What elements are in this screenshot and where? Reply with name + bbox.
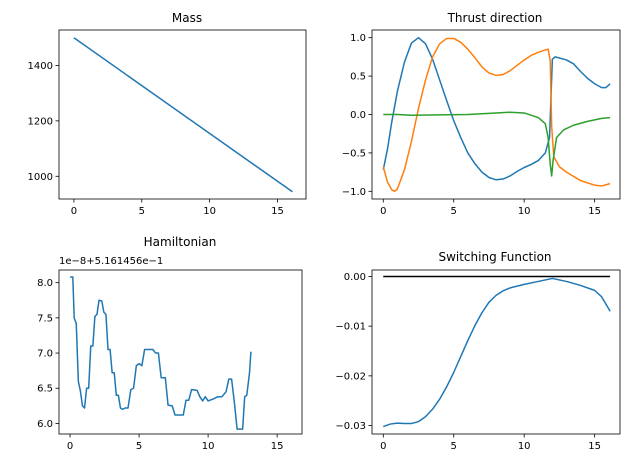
panel-hamiltonian: Hamiltonian 1e−8+5.161456e−1 0 5 10 15 6.0 6.…: [37, 235, 303, 452]
panel-title: Hamiltonian: [144, 235, 217, 249]
y-tick-label: 0.0: [350, 110, 366, 121]
panel-title: Thrust direction: [447, 11, 543, 25]
y-tick-label: −0.5: [342, 148, 366, 159]
y-tick-label: −0.02: [335, 371, 366, 382]
x-tick-label: 10: [518, 206, 531, 217]
series-line-2: [382, 37, 611, 193]
x-tick-label: 0: [380, 441, 386, 452]
x-tick-label: 10: [202, 441, 215, 452]
y-tick-label: 0.00: [344, 272, 366, 283]
x-tick-label: 10: [203, 206, 216, 217]
x-tick-label: 5: [451, 206, 457, 217]
panel-title: Mass: [172, 11, 202, 25]
series-line-3: [383, 111, 611, 177]
x-tick-label: 5: [136, 441, 142, 452]
y-tick-label: 6.5: [37, 384, 53, 395]
x-tick-label: 15: [588, 441, 601, 452]
x-tick-label: 10: [518, 441, 531, 452]
x-tick-label: 15: [271, 441, 284, 452]
series-line-1: [382, 36, 611, 181]
axes-frame: [58, 269, 303, 435]
panel-title: Switching Function: [438, 250, 551, 264]
x-tick-label: 15: [588, 206, 601, 217]
x-tick-label: 0: [71, 206, 77, 217]
y-tick-label: 1000: [28, 172, 53, 183]
y-tick-label: 6.0: [37, 419, 53, 430]
axis-offset-label: 1e−8+5.161456e−1: [59, 256, 163, 267]
y-tick-label: 7.5: [37, 313, 53, 324]
x-tick-label: 0: [380, 206, 386, 217]
series-line-1: [383, 277, 611, 428]
series-line-1: [70, 276, 252, 430]
panel-mass: Mass 0 5 10 15 1000 1200 1400: [28, 11, 307, 217]
panel-switching-function: Switching Function 0 5 10 15 0.00 −0.01 −0.02 −…: [335, 250, 621, 452]
x-tick-label: 5: [139, 206, 145, 217]
y-tick-label: −1.0: [342, 187, 366, 198]
series-line-1: [73, 37, 293, 193]
y-tick-label: 8.0: [37, 278, 53, 289]
x-tick-label: 5: [451, 441, 457, 452]
y-tick-label: 0.5: [350, 72, 366, 83]
y-tick-label: 1400: [28, 61, 53, 72]
x-tick-label: 0: [67, 441, 73, 452]
x-tick-label: 15: [271, 206, 284, 217]
y-tick-label: −0.03: [335, 421, 366, 432]
axes-frame: [58, 29, 307, 200]
axes-frame: [371, 269, 621, 435]
y-tick-label: −0.01: [335, 322, 366, 333]
y-tick-label: 1200: [28, 116, 53, 127]
y-tick-label: 1.0: [350, 33, 366, 44]
panel-thrust-direction: Thrust direction 0 5 10 15 −1.0 −0.5 0.0 0.5 1.0: [342, 11, 621, 217]
y-tick-label: 7.0: [37, 349, 53, 360]
